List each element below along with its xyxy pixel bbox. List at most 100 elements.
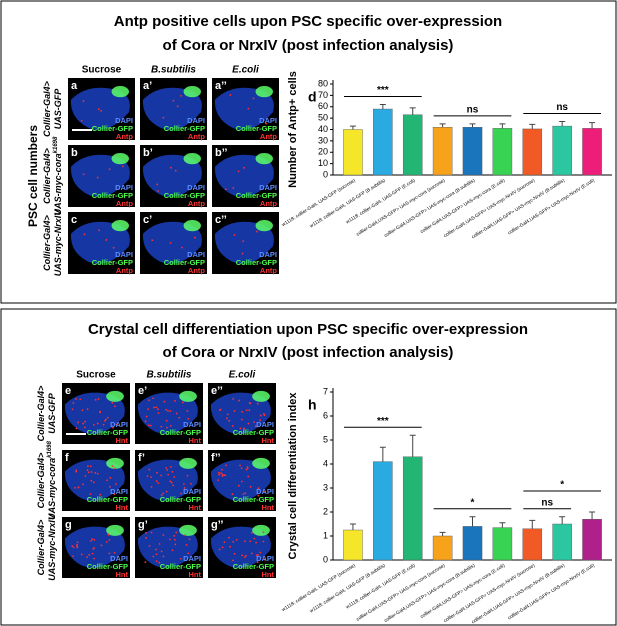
marker-dot	[243, 556, 246, 559]
marker-dot	[224, 474, 227, 477]
marker-dot	[171, 549, 174, 552]
y-tick-label: 60	[318, 101, 328, 111]
marker-dot	[173, 538, 176, 541]
section-frame	[0, 308, 617, 626]
marker-dot	[115, 423, 118, 426]
bar	[373, 108, 393, 176]
marker-dot	[172, 99, 175, 102]
channel-label: Collier-GFP	[92, 191, 133, 200]
marker-dot	[114, 467, 116, 470]
side-label: PSC cell numbers	[26, 125, 40, 227]
marker-dot	[100, 109, 102, 112]
marker-dot	[99, 411, 102, 414]
significance-label: ***	[377, 85, 389, 96]
y-tick-label: 6	[323, 410, 328, 420]
bar	[343, 129, 363, 176]
channel-label: Collier-GFP	[236, 191, 277, 200]
marker-dot	[75, 469, 78, 472]
marker-dot	[148, 468, 151, 471]
marker-dot	[262, 540, 265, 543]
section-title: Crystal cell differentiation upon PSC sp…	[88, 321, 528, 338]
marker-dot	[83, 233, 86, 236]
marker-dot	[228, 536, 231, 539]
marker-dot	[157, 412, 160, 415]
marker-dot	[233, 233, 236, 236]
marker-dot	[111, 401, 114, 404]
panel-letter: b	[71, 147, 78, 159]
channel-label: Collier-GFP	[160, 495, 201, 504]
bar	[582, 128, 602, 176]
marker-dot	[257, 494, 260, 497]
gfp-signal	[179, 390, 197, 402]
marker-dot	[187, 418, 190, 420]
panel-letter: e’’	[211, 385, 223, 397]
marker-dot	[166, 469, 169, 471]
error-bar	[529, 123, 536, 129]
panel-letter: c’’	[215, 214, 227, 226]
row-label: UAS-GFP	[47, 392, 57, 433]
marker-dot	[77, 421, 80, 424]
marker-dot	[108, 168, 111, 171]
y-tick-label: 10	[318, 158, 328, 168]
panel-letter: b’’	[215, 147, 227, 159]
column-header: B.subtilis	[151, 65, 196, 76]
marker-dot	[186, 474, 189, 477]
marker-dot	[90, 471, 93, 473]
tissue	[210, 526, 271, 568]
marker-dot	[233, 410, 236, 412]
channel-label: Collier-GFP	[160, 562, 201, 571]
gfp-signal	[255, 220, 273, 232]
marker-dot	[92, 548, 95, 550]
marker-dot	[106, 416, 109, 419]
marker-dot	[98, 229, 101, 232]
row-label-text: Collier-Gal4>	[36, 385, 46, 442]
marker-dot	[249, 402, 252, 405]
tissue	[64, 526, 125, 568]
row-label: Collier-Gal4>	[42, 214, 52, 271]
tissue	[137, 459, 198, 501]
marker-dot	[104, 418, 107, 421]
panel-letter: f’	[138, 452, 145, 464]
error-bar	[589, 122, 596, 129]
gfp-signal	[106, 457, 124, 469]
marker-dot	[96, 176, 99, 179]
error-bar	[529, 519, 536, 529]
tissue	[70, 154, 130, 197]
marker-dot	[150, 531, 153, 534]
marker-dot	[181, 401, 184, 404]
marker-dot	[77, 486, 80, 489]
channel-label: DAPI	[187, 250, 205, 259]
error-bar	[379, 103, 386, 110]
marker-dot	[147, 408, 150, 410]
marker-dot	[257, 554, 259, 556]
tissue	[64, 392, 125, 434]
bar	[522, 128, 543, 176]
marker-dot	[82, 483, 85, 486]
marker-dot	[75, 427, 78, 430]
y-tick-label: 0	[323, 169, 328, 179]
marker-dot	[240, 480, 243, 483]
y-tick-label: 1	[323, 530, 328, 540]
row-label: Collier-Gal4>	[36, 385, 46, 442]
marker-dot	[169, 410, 172, 413]
marker-dot	[174, 399, 176, 402]
row-label: UAS-myc-corak1698	[47, 440, 58, 519]
significance-label: *	[560, 480, 564, 491]
marker-dot	[156, 183, 159, 186]
marker-dot	[218, 409, 221, 412]
tissue	[214, 87, 274, 130]
error-bar	[349, 523, 356, 530]
marker-dot	[185, 543, 188, 546]
marker-dot	[253, 537, 256, 540]
marker-dot	[175, 531, 178, 534]
y-tick-label: 30	[318, 135, 328, 145]
marker-dot	[250, 531, 253, 534]
marker-dot	[232, 540, 235, 543]
marker-dot	[170, 481, 173, 484]
tissue	[137, 526, 198, 568]
marker-dot	[91, 552, 94, 555]
section-title: of Cora or NrxIV (post infection analysi…	[163, 37, 454, 54]
channel-label: Collier-GFP	[164, 124, 205, 133]
marker-dot	[102, 423, 105, 426]
marker-dot	[153, 406, 155, 409]
